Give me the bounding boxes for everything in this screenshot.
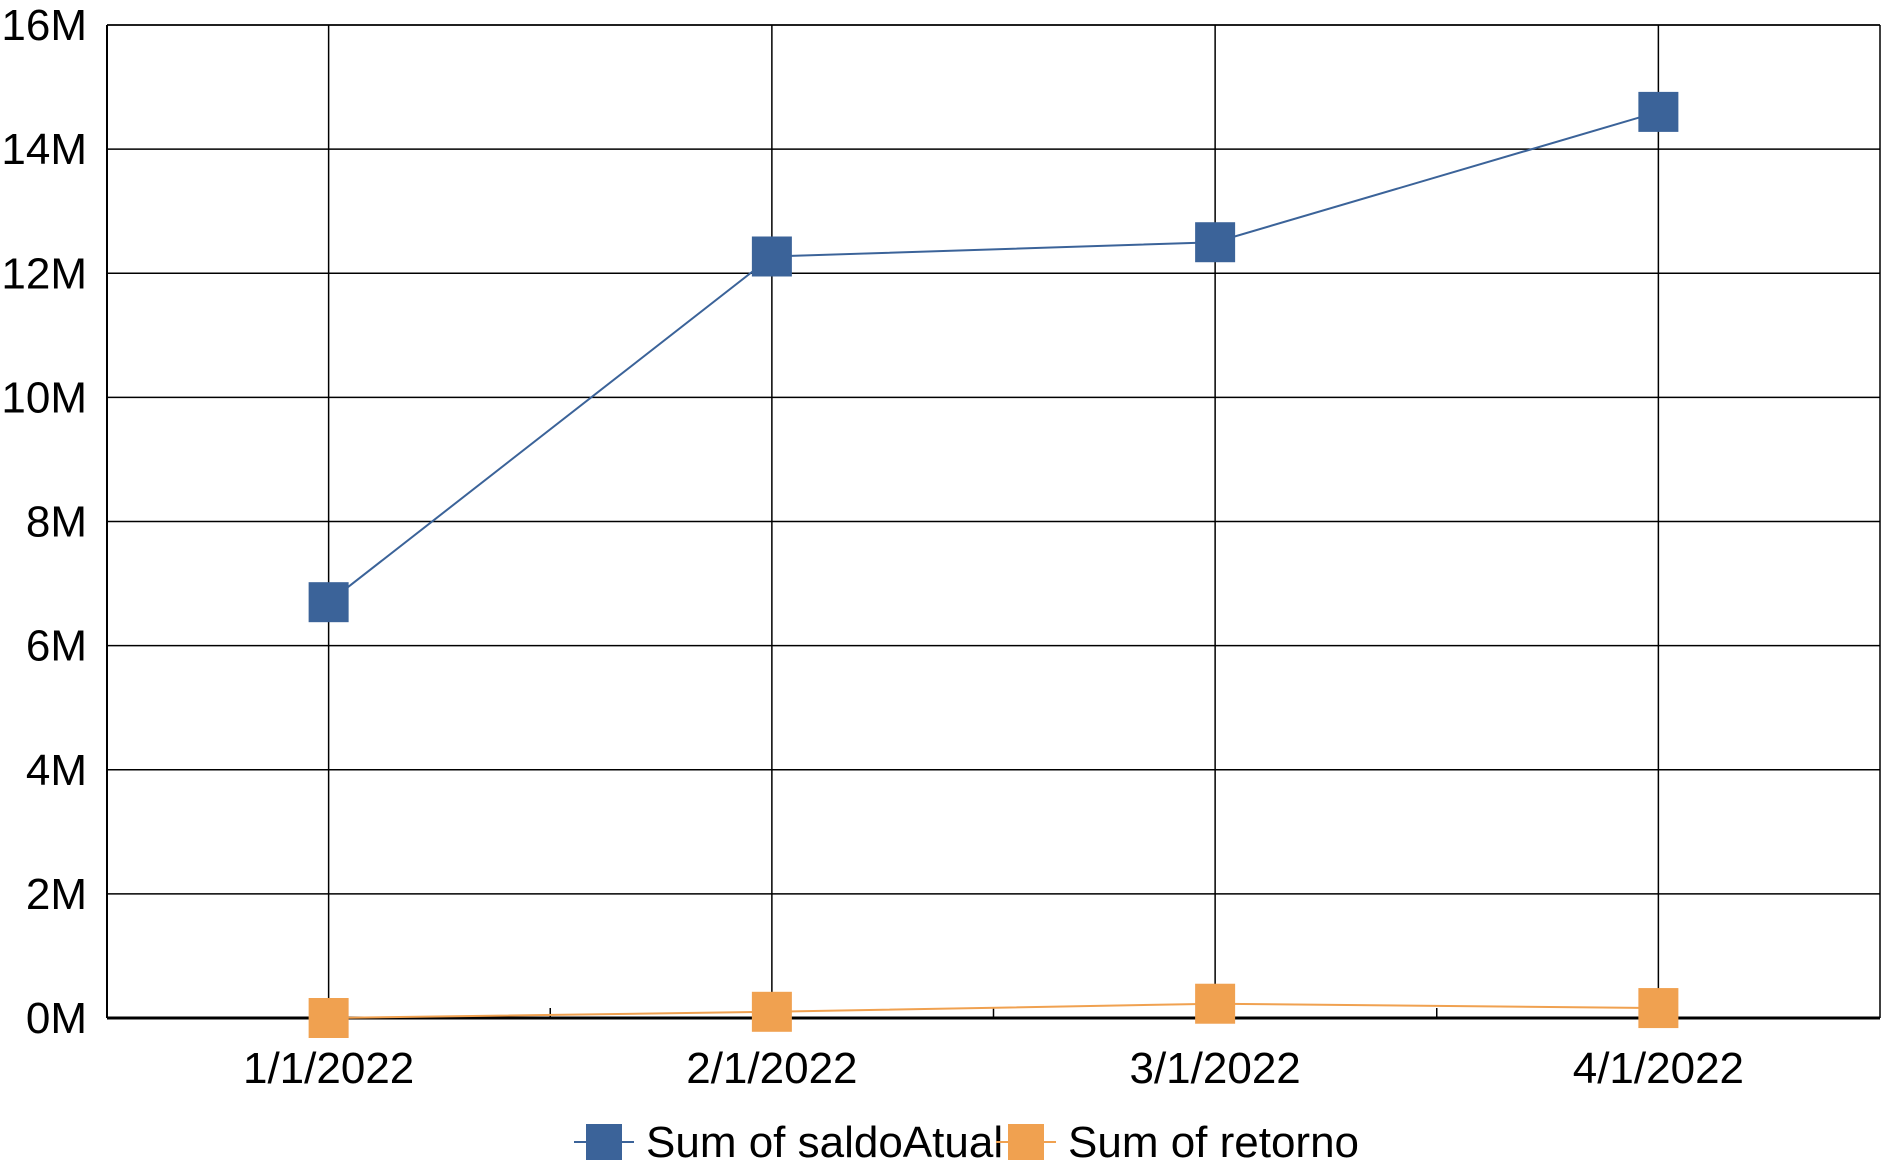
series-line-1 (328, 1002, 1659, 1019)
y-tick-label: 12M (1, 249, 87, 298)
series-markers (308, 91, 1679, 1038)
grid-lines (107, 24, 1880, 1018)
legend-marker-swatch (586, 1124, 622, 1160)
x-tick-label: 1/1/2022 (243, 1044, 414, 1093)
y-tick-label: 0M (26, 994, 87, 1043)
y-axis-tick-labels: 0M 2M 4M 6M 8M 10M 12M 14M 16M (1, 1, 87, 1043)
data-point-marker (308, 582, 349, 623)
y-tick-label: 10M (1, 373, 87, 422)
data-point-marker (1195, 983, 1236, 1024)
series-line-0 (328, 110, 1659, 603)
data-point-marker (1638, 988, 1679, 1029)
legend-label: Sum of retorno (1068, 1118, 1359, 1167)
data-point-marker (1195, 222, 1236, 263)
series-lines (328, 110, 1659, 1019)
x-tick-label: 4/1/2022 (1573, 1044, 1744, 1093)
y-tick-label: 4M (26, 746, 87, 795)
data-point-marker (751, 991, 792, 1032)
y-tick-label: 16M (1, 1, 87, 50)
legend-marker-swatch (1008, 1124, 1044, 1160)
legend-label: Sum of saldoAtual (646, 1118, 1003, 1167)
x-axis-tick-labels: 1/1/2022 2/1/2022 3/1/2022 4/1/2022 (243, 1044, 1744, 1093)
x-tick-label: 2/1/2022 (686, 1044, 857, 1093)
data-point-marker (308, 998, 349, 1038)
x-tick-label: 3/1/2022 (1129, 1044, 1300, 1093)
data-point-marker (1638, 91, 1679, 132)
legend: Sum of saldoAtual Sum of retorno (574, 1118, 1359, 1167)
y-tick-label: 8M (26, 498, 87, 547)
y-tick-label: 2M (26, 870, 87, 919)
axes (106, 24, 1881, 1020)
y-tick-label: 14M (1, 125, 87, 174)
y-tick-label: 6M (26, 622, 87, 671)
data-point-marker (751, 236, 792, 277)
